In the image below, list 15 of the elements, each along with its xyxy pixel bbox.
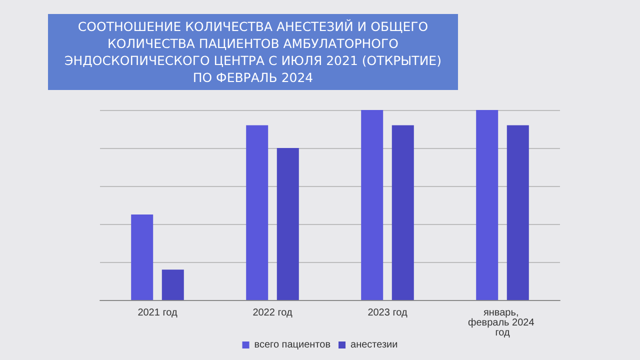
x-tick-label: 2021 год (138, 308, 178, 318)
bar (361, 110, 384, 300)
x-tick-label: 2023 год (368, 308, 408, 318)
chart-title: СООТНОШЕНИЕ КОЛИЧЕСТВА АНЕСТЕЗИЙ И ОБЩЕГО КОЛИЧЕСТВА ПАЦИЕНТОВ АМБУЛАТОРНОГО ЭНДОСКОПИЧЕСКОГО ЦЕНТРА С ИЮЛЯ 2021 (ОТКРЫТИЕ) ПО ФЕВРАЛЬ 2024 (48, 14, 458, 90)
x-tick-label: январь, февраль 2024 год (468, 308, 538, 338)
bar (476, 110, 498, 300)
bar (276, 148, 299, 300)
legend-label: всего пациентов (254, 340, 331, 350)
bar (162, 270, 184, 300)
bar (392, 125, 414, 300)
x-tick-label: 2022 год (252, 308, 292, 318)
bar (246, 125, 268, 300)
bar (131, 214, 154, 300)
bar (506, 125, 529, 300)
legend-label: анестезии (350, 340, 398, 350)
